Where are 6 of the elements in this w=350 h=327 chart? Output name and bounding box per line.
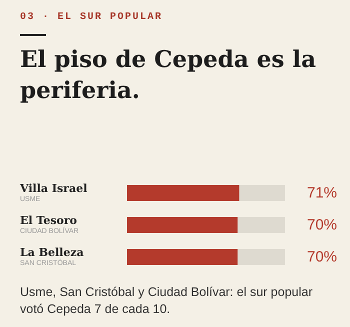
data-label: 70%: [307, 216, 338, 234]
text: Usme, San Cristóbal y Ciudad Bolívar: el sur popular votó Cepeda 7 de cada 10.: [20, 284, 314, 318]
data-label: 71%: [307, 184, 338, 202]
data-label: 70%: [307, 248, 338, 266]
chart-subtitle: 03 · EL SUR POPULAR: [20, 12, 163, 23]
chart-title: El piso de Cepeda es la periferia.: [20, 45, 317, 106]
